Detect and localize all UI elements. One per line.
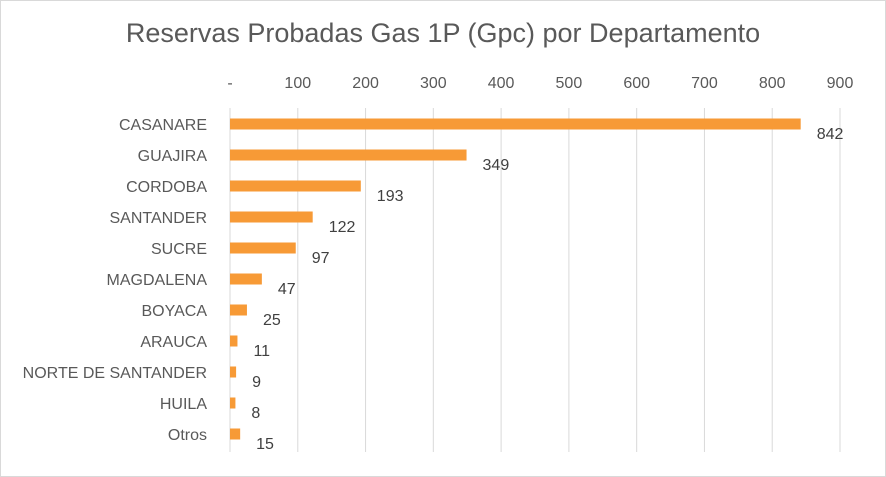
bar-huila: [230, 397, 236, 409]
data-label: 842: [817, 126, 844, 143]
bar-casanare: [230, 118, 801, 130]
bar-boyaca: [230, 304, 247, 316]
category-label: CORDOBA: [126, 179, 207, 196]
bar-otros: [230, 428, 241, 440]
data-labels: 842 349 193 122 97 47 25 11 9 8 15: [251, 126, 843, 453]
data-label: 349: [483, 157, 510, 174]
category-label: BOYACA: [142, 303, 208, 320]
x-tick-label: 200: [352, 75, 379, 92]
category-label: ARAUCA: [140, 334, 207, 351]
category-label: CASANARE: [119, 117, 207, 134]
x-tick-label: 400: [488, 75, 515, 92]
data-label: 11: [253, 343, 270, 360]
data-label: 9: [252, 374, 261, 391]
bar-guajira: [230, 149, 467, 161]
x-tick-label: 300: [420, 75, 447, 92]
data-label: 15: [256, 436, 274, 453]
x-tick-label: -: [227, 75, 232, 92]
category-label: SUCRE: [151, 241, 207, 258]
bars: [230, 118, 801, 440]
x-tick-label: 600: [623, 75, 650, 92]
data-label: 47: [278, 281, 296, 298]
gridlines: [229, 108, 841, 452]
category-label: Otros: [168, 427, 207, 444]
bar-santander: [230, 211, 313, 223]
bar-sucre: [230, 242, 296, 254]
bar-norte-de-santander: [230, 366, 237, 378]
data-label: 97: [312, 250, 330, 267]
category-label: NORTE DE SANTANDER: [23, 365, 207, 382]
bar-magdalena: [230, 273, 262, 285]
x-tick-label: 500: [556, 75, 583, 92]
category-label: GUAJIRA: [138, 148, 208, 165]
category-labels: CASANARE GUAJIRA CORDOBA SANTANDER SUCRE MAGD…: [23, 117, 208, 444]
bar-arauca: [230, 335, 238, 347]
x-tick-label: 800: [759, 75, 786, 92]
bar-cordoba: [230, 180, 361, 192]
data-label: 122: [329, 219, 356, 236]
x-tick-label: 900: [827, 75, 854, 92]
chart-title: Reservas Probadas Gas 1P (Gpc) por Depar…: [125, 18, 761, 48]
category-label: HUILA: [160, 396, 207, 413]
category-label: MAGDALENA: [107, 272, 208, 289]
x-axis-ticks: - 100 200 300 400 500 600 700 800 900: [227, 75, 853, 92]
category-label: SANTANDER: [110, 210, 208, 227]
x-tick-label: 700: [691, 75, 718, 92]
data-label: 193: [377, 188, 404, 205]
data-label: 25: [263, 312, 281, 329]
data-label: 8: [251, 405, 260, 422]
x-tick-label: 100: [284, 75, 311, 92]
